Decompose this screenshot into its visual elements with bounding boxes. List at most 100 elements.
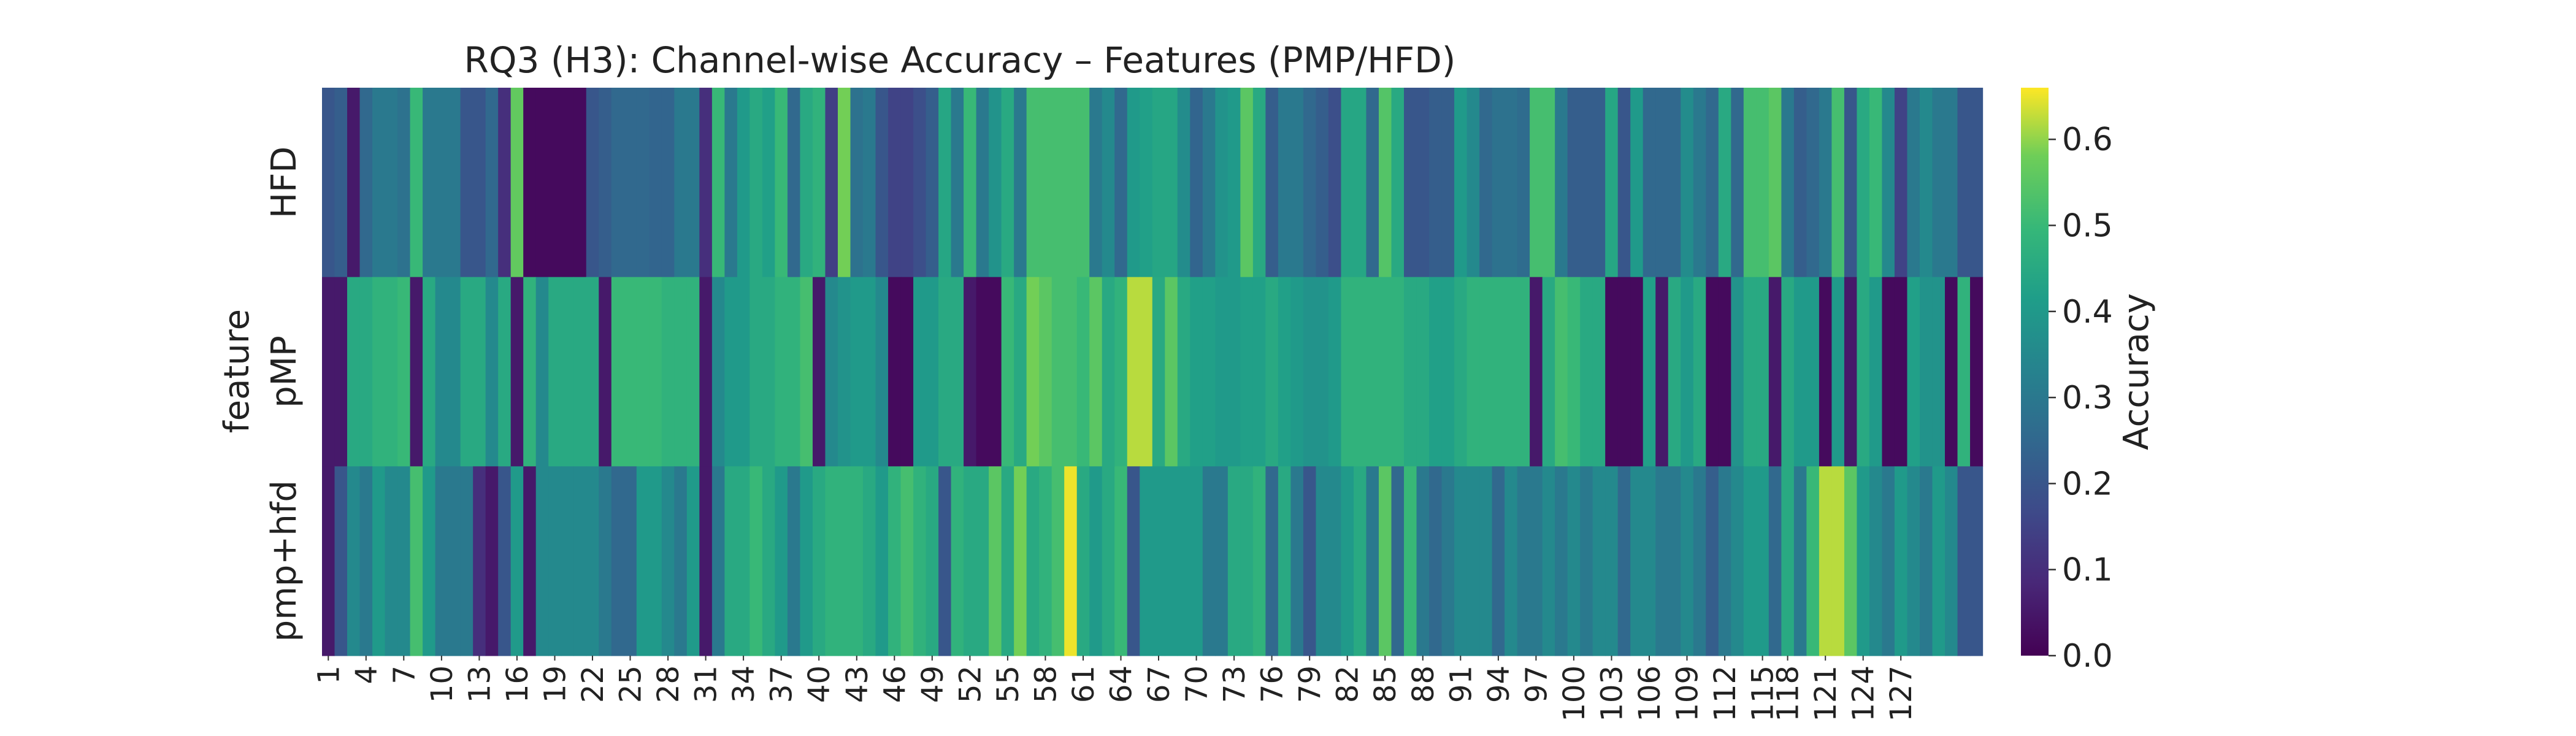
heatmap-cell	[359, 466, 373, 656]
heatmap-cell	[1542, 88, 1555, 278]
x-tick-label: 103	[1595, 665, 1630, 722]
heatmap-cell	[1014, 466, 1027, 656]
heatmap-cell	[1668, 466, 1681, 656]
heatmap-cell	[1605, 88, 1619, 278]
heatmap-cell	[1643, 277, 1656, 467]
heatmap-cell	[1505, 88, 1518, 278]
heatmap-cell	[749, 466, 763, 656]
heatmap-cell	[1718, 277, 1731, 467]
heatmap-cell	[1492, 466, 1505, 656]
colorbar-tick-label: 0.5	[2062, 208, 2113, 245]
x-tick-label: 73	[1217, 665, 1252, 703]
x-tick-label: 91	[1444, 665, 1478, 703]
heatmap-cell	[775, 466, 788, 656]
heatmap-cell	[435, 466, 448, 656]
heatmap-cell	[1756, 88, 1769, 278]
heatmap-cell	[385, 277, 398, 467]
x-tick-label: 67	[1142, 665, 1176, 703]
heatmap-cell	[1831, 277, 1845, 467]
heatmap-cell	[548, 466, 562, 656]
heatmap-cell	[1517, 88, 1530, 278]
heatmap-cell	[661, 88, 675, 278]
heatmap-cell	[523, 88, 537, 278]
heatmap-cell	[1429, 277, 1443, 467]
heatmap-cell	[611, 466, 624, 656]
heatmap-cell	[1429, 466, 1443, 656]
heatmap-cell	[1605, 277, 1619, 467]
heatmap-cell	[1202, 466, 1216, 656]
colorbar-tick-label: 0.1	[2062, 552, 2113, 589]
heatmap-cell	[1882, 277, 1895, 467]
heatmap-cell	[1643, 466, 1656, 656]
heatmap-cell	[1165, 466, 1178, 656]
heatmap-cell	[926, 466, 939, 656]
heatmap-cell	[699, 466, 713, 656]
heatmap-cell	[1505, 277, 1518, 467]
heatmap-cell	[561, 277, 574, 467]
heatmap-cell	[724, 466, 738, 656]
heatmap-cell	[1089, 466, 1103, 656]
heatmap-cell	[812, 466, 826, 656]
heatmap-cell	[1140, 277, 1153, 467]
heatmap-cell	[573, 466, 587, 656]
heatmap-cell	[1869, 277, 1883, 467]
x-tick-label: 109	[1671, 665, 1705, 722]
heatmap-cell	[586, 277, 599, 467]
heatmap-cell	[1378, 88, 1392, 278]
heatmap-cell	[1479, 277, 1493, 467]
heatmap-cell	[448, 277, 461, 467]
heatmap-cell	[1441, 277, 1455, 467]
heatmap-cell	[1869, 466, 1883, 656]
heatmap-cell	[1731, 466, 1744, 656]
heatmap-cell	[397, 466, 411, 656]
heatmap-cell	[397, 88, 411, 278]
row-labels: HFD pMP pmp+hfd	[264, 147, 304, 642]
heatmap-cell	[1278, 88, 1292, 278]
heatmap-cell	[1303, 277, 1317, 467]
heatmap-cell	[1391, 466, 1405, 656]
heatmap-cell	[1907, 88, 1920, 278]
heatmap-cell	[926, 88, 939, 278]
heatmap-cell	[1945, 88, 1958, 278]
x-tick-label: 127	[1884, 665, 1919, 722]
heatmap-cell	[548, 277, 562, 467]
x-tick-label: 7	[387, 665, 421, 684]
heatmap-cell	[1693, 466, 1706, 656]
heatmap-cell	[1278, 277, 1292, 467]
heatmap-cell	[1580, 277, 1593, 467]
heatmap-cell	[1290, 466, 1304, 656]
heatmap-cell	[1945, 466, 1958, 656]
heatmap-cell	[1517, 277, 1530, 467]
x-tick-label: 58	[1029, 665, 1063, 703]
x-tick-label: 61	[1067, 665, 1101, 703]
heatmap-cell	[611, 277, 624, 467]
heatmap-cell	[964, 466, 977, 656]
heatmap-cell	[1793, 277, 1807, 467]
colorbar	[2021, 88, 2049, 656]
heatmap-cell	[1580, 466, 1593, 656]
heatmap-cell	[1505, 466, 1518, 656]
heatmap-cell	[1617, 88, 1631, 278]
x-tick-label: 28	[651, 665, 686, 703]
heatmap-cell	[837, 88, 851, 278]
heatmap-cell	[448, 88, 461, 278]
heatmap-cell	[624, 277, 637, 467]
heatmap-cell	[1001, 466, 1014, 656]
x-tick-label: 43	[840, 665, 875, 703]
heatmap-cell	[1479, 466, 1493, 656]
heatmap-cell	[1165, 88, 1178, 278]
heatmap-cell	[485, 277, 499, 467]
heatmap-cell	[599, 88, 612, 278]
heatmap-cell	[1353, 466, 1367, 656]
heatmap-cell	[875, 466, 889, 656]
heatmap-cell	[1316, 277, 1329, 467]
heatmap-cell	[334, 277, 348, 467]
x-tick-label: 19	[539, 665, 573, 703]
chart-title: RQ3 (H3): Channel-wise Accuracy – Featur…	[464, 39, 1456, 81]
heatmap-cell	[485, 466, 499, 656]
heatmap-cell	[1416, 88, 1430, 278]
heatmap-cell	[1555, 466, 1568, 656]
heatmap-cell	[888, 88, 902, 278]
heatmap-cell	[1819, 277, 1833, 467]
